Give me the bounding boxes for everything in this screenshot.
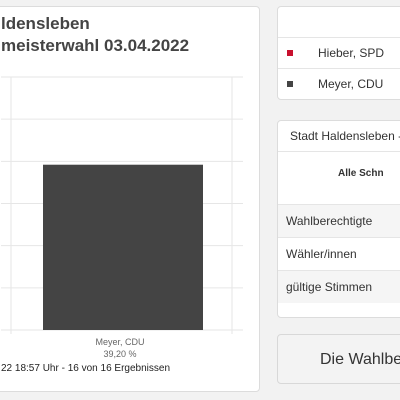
chart-title: ldensleben meisterwahl 03.04.2022: [1, 13, 189, 57]
chart-title-line2: meisterwahl 03.04.2022: [1, 36, 190, 55]
legend-label: Hieber, SPD: [318, 46, 385, 60]
bar-0: [43, 164, 203, 330]
chart-title-line1: ldensleben: [1, 14, 90, 33]
legend-header: [278, 7, 400, 38]
stats-summary: Alle Schn 16: [278, 152, 400, 204]
stat-row-wahlberechtigte: Wahlberechtigte: [278, 204, 400, 237]
value-label: 39,20 %: [103, 349, 136, 359]
legend-panel: Hieber, SPD Meyer, CDU: [277, 6, 400, 100]
stats-summary-line2: 16: [338, 182, 400, 198]
results-status: 22 18:57 Uhr - 16 von 16 Ergebnissen: [1, 363, 170, 374]
stats-panel: Stadt Haldensleben - Alle Schn 16 Wahlbe…: [277, 120, 400, 318]
category-label: Meyer, CDU: [95, 337, 144, 347]
legend-item-hieber[interactable]: Hieber, SPD: [278, 38, 400, 69]
legend-swatch: [287, 81, 293, 87]
chart-panel: Meyer, CDU 39,20 % ldensleben meisterwahl…: [0, 6, 260, 392]
wahlbeteiligung-button[interactable]: Die Wahlbet: [277, 334, 400, 384]
legend-item-meyer[interactable]: Meyer, CDU: [278, 69, 400, 99]
legend-swatch: [287, 50, 293, 56]
stats-summary-line1: Alle Schn: [338, 168, 384, 179]
stat-row-gueltige-stimmen: gültige Stimmen: [278, 270, 400, 303]
stat-row-waehler: Wähler/innen: [278, 237, 400, 270]
stats-header: Stadt Haldensleben -: [278, 121, 400, 152]
legend-label: Meyer, CDU: [318, 77, 384, 91]
bar-chart: Meyer, CDU 39,20 %: [1, 76, 243, 359]
